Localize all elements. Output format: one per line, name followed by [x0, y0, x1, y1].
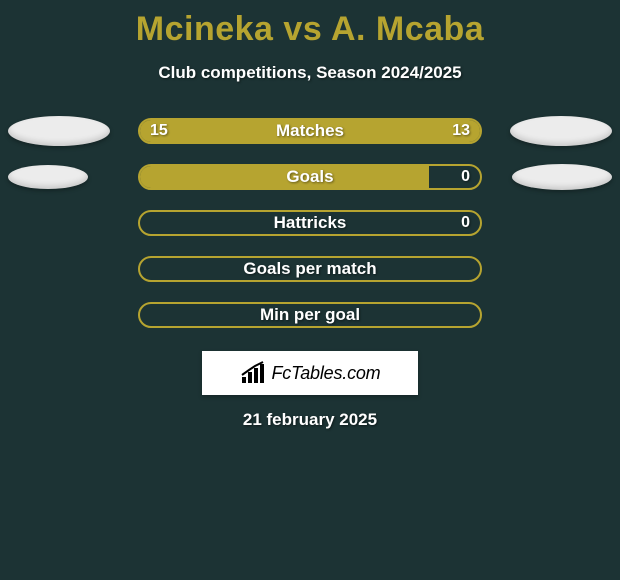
brand-badge: FcTables.com: [202, 351, 418, 395]
stat-row: Hattricks0: [0, 210, 620, 256]
vs-label: vs: [283, 10, 322, 48]
bar-track: [138, 210, 482, 236]
stat-row: Goals per match: [0, 256, 620, 302]
player2-name: A. Mcaba: [331, 10, 484, 48]
decor-ellipse: [510, 116, 612, 146]
bar-track: [138, 118, 482, 144]
page-title: Mcineka vs A. Mcaba: [0, 0, 620, 49]
bar-track: [138, 256, 482, 282]
subtitle: Club competitions, Season 2024/2025: [0, 63, 620, 83]
brand-chart-icon: [240, 361, 268, 385]
stat-value-right: 13: [452, 118, 470, 144]
brand-text: FcTables.com: [272, 363, 381, 384]
decor-ellipse: [512, 164, 612, 190]
stats-container: Matches1513Goals0Hattricks0Goals per mat…: [0, 118, 620, 348]
comparison-infographic: Mcineka vs A. Mcaba Club competitions, S…: [0, 0, 620, 580]
decor-ellipse: [8, 116, 110, 146]
stat-value-left: 15: [150, 118, 168, 144]
date-label: 21 february 2025: [0, 410, 620, 430]
stat-value-right: 0: [461, 164, 470, 190]
bar-fill-left: [140, 166, 429, 190]
decor-ellipse: [8, 165, 88, 189]
stat-row: Min per goal: [0, 302, 620, 348]
bar-track: [138, 164, 482, 190]
stat-value-right: 0: [461, 210, 470, 236]
player1-name: Mcineka: [136, 10, 274, 48]
bar-track: [138, 302, 482, 328]
